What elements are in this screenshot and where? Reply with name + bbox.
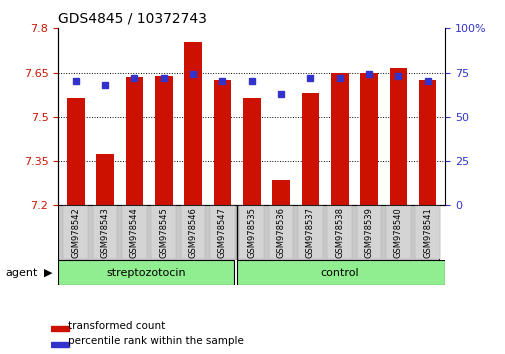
FancyBboxPatch shape	[210, 206, 234, 259]
Text: GSM978545: GSM978545	[159, 207, 168, 258]
FancyBboxPatch shape	[151, 206, 176, 259]
Text: ▶: ▶	[44, 268, 52, 278]
Text: GSM978536: GSM978536	[276, 207, 285, 258]
Bar	[58, 260, 234, 285]
Bar	[418, 80, 436, 205]
Bar	[389, 68, 407, 205]
FancyBboxPatch shape	[268, 206, 293, 259]
FancyBboxPatch shape	[415, 206, 439, 259]
FancyBboxPatch shape	[297, 206, 322, 259]
Bar	[96, 154, 114, 205]
Bar	[360, 73, 377, 205]
Text: control: control	[320, 268, 359, 278]
Text: GSM978544: GSM978544	[130, 207, 139, 258]
Text: GSM978535: GSM978535	[247, 207, 256, 258]
FancyBboxPatch shape	[63, 206, 88, 259]
Text: GSM978537: GSM978537	[306, 207, 314, 258]
Text: percentile rank within the sample: percentile rank within the sample	[68, 336, 243, 346]
Text: GSM978541: GSM978541	[422, 207, 431, 258]
Bar	[184, 42, 201, 205]
Text: streptozotocin: streptozotocin	[106, 268, 186, 278]
Bar	[125, 77, 143, 205]
Bar	[213, 80, 231, 205]
Text: agent: agent	[5, 268, 37, 278]
Text: transformed count: transformed count	[68, 321, 165, 331]
FancyBboxPatch shape	[92, 206, 117, 259]
Bar	[50, 342, 69, 347]
FancyBboxPatch shape	[356, 206, 381, 259]
Text: GSM978538: GSM978538	[334, 207, 343, 258]
FancyBboxPatch shape	[239, 206, 264, 259]
Text: GSM978547: GSM978547	[218, 207, 226, 258]
Bar	[272, 180, 289, 205]
Text: GSM978540: GSM978540	[393, 207, 402, 258]
Bar	[330, 73, 348, 205]
FancyBboxPatch shape	[385, 206, 410, 259]
FancyBboxPatch shape	[180, 206, 205, 259]
Bar	[301, 93, 319, 205]
Text: GDS4845 / 10372743: GDS4845 / 10372743	[58, 12, 207, 26]
Bar	[155, 75, 172, 205]
Text: GSM978542: GSM978542	[71, 207, 80, 258]
Bar	[242, 98, 260, 205]
Bar	[50, 326, 69, 331]
Text: GSM978546: GSM978546	[188, 207, 197, 258]
FancyBboxPatch shape	[122, 206, 146, 259]
Text: GSM978543: GSM978543	[100, 207, 110, 258]
Bar	[67, 98, 84, 205]
FancyBboxPatch shape	[327, 206, 351, 259]
Text: GSM978539: GSM978539	[364, 207, 373, 258]
Bar	[237, 260, 444, 285]
